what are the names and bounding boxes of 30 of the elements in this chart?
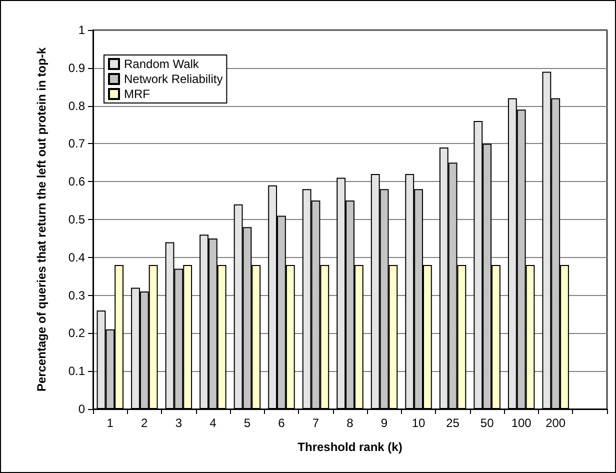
- y-tick-label: 0.8: [68, 98, 86, 113]
- legend-label: Network Reliability: [124, 72, 223, 86]
- x-tick-label: 1: [106, 416, 114, 430]
- x-tick-label: 200: [546, 416, 566, 430]
- y-axis-title: Percentage of queries that return the left out protein in top-k: [34, 47, 48, 392]
- x-tick-label: 7: [312, 416, 320, 430]
- y-tick-label: 0.1: [68, 364, 86, 378]
- x-tick-label: 9: [380, 416, 388, 430]
- x-axis-title: Threshold rank (k): [298, 440, 402, 454]
- y-tick-label: 1: [78, 23, 86, 37]
- x-tick-label: 100: [511, 416, 532, 430]
- y-tick-label: 0.3: [68, 288, 86, 302]
- x-tick-label: 50: [480, 416, 494, 430]
- legend-label: MRF: [124, 87, 150, 101]
- x-tick-label: 3: [175, 416, 182, 430]
- x-tick-label: 25: [446, 416, 460, 430]
- x-tick-label: 4: [210, 416, 217, 430]
- y-tick-label: 0.2: [68, 326, 86, 340]
- y-tick-label: 0.7: [68, 136, 86, 151]
- x-tick-label: 10: [412, 416, 426, 430]
- y-tick-label: 0.6: [68, 174, 86, 189]
- y-tick-label: 0.5: [68, 212, 86, 226]
- x-tick-label: 5: [244, 416, 251, 430]
- legend-label: Random Walk: [124, 57, 200, 71]
- y-tick-label: 0.4: [68, 250, 86, 264]
- y-tick-label: 0.9: [68, 60, 86, 75]
- x-tick-label: 2: [141, 416, 148, 430]
- x-tick-label: 6: [278, 416, 286, 430]
- x-tick-label: 8: [346, 416, 354, 430]
- y-tick-label: 0: [78, 402, 86, 416]
